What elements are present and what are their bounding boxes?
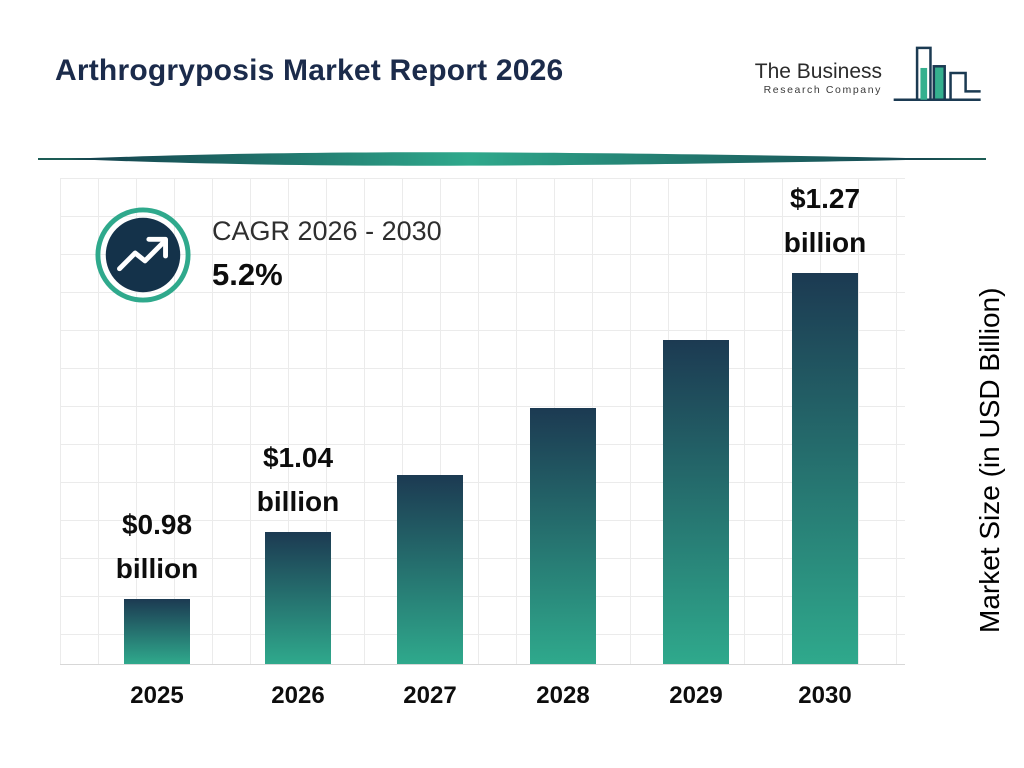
header-divider <box>38 152 986 166</box>
trending-up-icon <box>95 207 191 303</box>
logo-name-line2: Research Company <box>763 83 882 96</box>
logo-name-line1: The Business <box>754 59 882 83</box>
bar-2025 <box>124 599 190 664</box>
x-tick-2026: 2026 <box>271 682 325 709</box>
x-tick-2028: 2028 <box>536 682 590 709</box>
plot-grid <box>60 178 905 665</box>
bar-2026 <box>265 532 331 664</box>
y-axis-label: Market Size (in USD Billion) <box>974 287 1005 633</box>
value-label-2025: $0.98 billion <box>115 509 199 584</box>
bar-2028 <box>530 408 596 664</box>
bar-2029 <box>663 340 729 664</box>
x-tick-2030: 2030 <box>798 682 852 709</box>
cagr-label: CAGR 2026 - 2030 <box>212 216 442 246</box>
company-logo: The Business Research Company <box>755 40 984 116</box>
x-tick-2029: 2029 <box>669 682 723 709</box>
x-tick-2027: 2027 <box>403 682 457 709</box>
cagr-value: 5.2% <box>212 257 283 292</box>
company-logo-text: The Business Research Company <box>755 60 882 97</box>
bar-2027 <box>397 475 463 664</box>
value-label-2030: $1.27 billion <box>783 183 867 258</box>
x-tick-2025: 2025 <box>130 682 184 709</box>
cagr-block: CAGR 2026 - 2030 5.2% <box>212 216 442 293</box>
bar-chart-logo-icon <box>893 46 981 101</box>
bar-2030 <box>792 273 858 664</box>
page-title: Arthrogryposis Market Report 2026 <box>55 54 564 87</box>
value-label-2026: $1.04 billion <box>256 442 340 517</box>
